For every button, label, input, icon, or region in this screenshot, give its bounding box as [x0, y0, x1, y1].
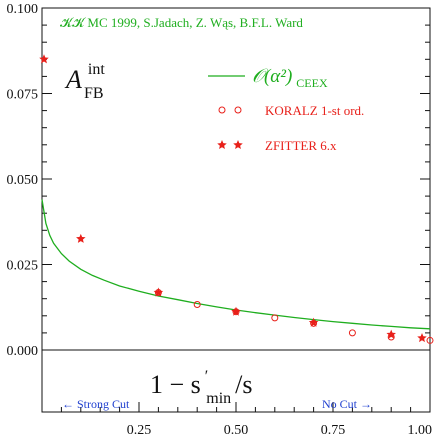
y-axis-label-sup: int — [88, 61, 105, 78]
legend-zfitter-label: ZFITTER 6.x — [265, 138, 337, 153]
legend-ceex-main: 𝒪(α²) — [252, 66, 292, 87]
legend-ceex-label: 𝒪(α²) CEEX — [252, 66, 328, 90]
legend-circle-marker — [234, 106, 242, 114]
credit-text: 𝓚𝓚 MC 1999, S.Jadach, Z. Wąs, B.F.L. War… — [60, 15, 303, 30]
y-axis-label-sub: FB — [84, 85, 104, 102]
legend: 𝒪(α²) CEEX KORALZ 1-st ord. ZFITTER 6.x — [208, 66, 364, 153]
x-tick-labels: 0.25 0.50 0.75 1.00 — [127, 423, 432, 438]
x-tick-label: 0.50 — [224, 423, 249, 438]
x-axis-label-prefix: 1 − s — [150, 370, 201, 399]
legend-koralz-label: KORALZ 1-st ord. — [265, 103, 364, 118]
x-axis-label: 1 − s ′ min /s — [150, 368, 253, 407]
legend-star-swatch — [217, 140, 243, 150]
zfitter-point — [39, 54, 49, 64]
no-cut-annotation: No Cut → — [322, 397, 372, 411]
y-tick-label: 0.100 — [7, 2, 39, 17]
ceex-curve — [41, 199, 431, 330]
y-axis-label-main: A — [64, 65, 82, 94]
zfitter-point — [386, 329, 396, 339]
y-axis-label: A int FB — [64, 61, 109, 102]
y-tick-label: 0.025 — [7, 259, 39, 274]
x-tick-label: 0.75 — [321, 423, 346, 438]
strong-cut-annotation: ← Strong Cut — [62, 397, 130, 411]
x-axis-label-sup: ′ — [205, 368, 209, 385]
zfitter-point — [308, 317, 319, 327]
koralz-point — [271, 314, 279, 322]
legend-star-marker — [233, 140, 243, 150]
koralz-point — [426, 336, 434, 344]
legend-star-marker — [217, 140, 227, 150]
y-tick-label: 0.000 — [7, 344, 39, 359]
koralz-point — [193, 301, 201, 309]
zfitter-point — [153, 287, 164, 297]
y-tick-label: 0.075 — [7, 88, 39, 103]
legend-circle-swatch — [218, 106, 242, 114]
zfitter-point — [76, 233, 86, 243]
x-axis-label-sub: min — [206, 390, 231, 407]
x-tick-label: 1.00 — [408, 423, 433, 438]
zfitter-points — [39, 54, 427, 343]
y-tick-labels: 0.000 0.025 0.050 0.075 0.100 — [7, 2, 39, 359]
koralz-point — [348, 329, 356, 337]
x-axis-label-suffix: /s — [235, 370, 252, 399]
x-tick-label: 0.25 — [127, 423, 152, 438]
legend-ceex-sub: CEEX — [296, 76, 328, 90]
axis-ticks — [41, 7, 431, 412]
zfitter-point — [417, 333, 427, 343]
zfitter-point — [231, 306, 241, 316]
y-tick-label: 0.050 — [7, 173, 39, 188]
legend-circle-marker — [218, 106, 226, 114]
